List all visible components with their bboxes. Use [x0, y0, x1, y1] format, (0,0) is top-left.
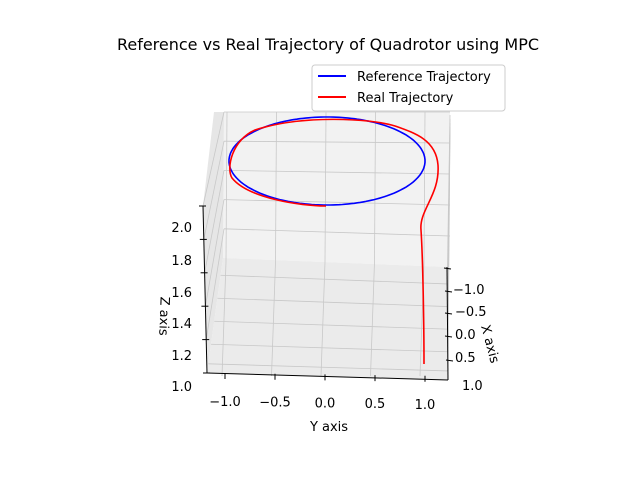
x-ticks: −1.0 −0.5 0.0 0.5 1.0	[443, 267, 487, 394]
grid-line-back-z-0	[223, 228, 451, 237]
z-tick-label-4: 1.8	[171, 254, 192, 269]
legend-label-reference: Reference Trajectory	[357, 70, 491, 85]
z-axis-label: Z axis	[155, 296, 171, 336]
grid-line-wall-x-4	[447, 130, 451, 371]
legend-label-real: Real Trajectory	[357, 91, 454, 106]
z-tick-label-2: 1.4	[171, 317, 192, 332]
grid-line-back-y-1	[275, 111, 277, 263]
grid-line-floor-x-0	[220, 274, 448, 285]
series-line-reference	[228, 116, 426, 206]
z-tick-label-1: 1.2	[171, 349, 192, 364]
y-axis-label: Y axis	[309, 420, 348, 435]
grid-line-floor-x-2	[214, 320, 448, 330]
x-tick-label-4: 1.0	[462, 379, 483, 394]
x-tick-mark-1	[444, 290, 453, 293]
x-tick-mark-2	[444, 312, 453, 315]
z-axis-line	[202, 205, 208, 374]
x-tick-label-1: −0.5	[455, 305, 487, 320]
x-axis-label: X axis	[477, 323, 502, 365]
x-tick-mark-3	[444, 335, 453, 338]
z-tick-label-3: 1.6	[171, 286, 192, 301]
x-tick-label-0: −1.0	[453, 283, 485, 298]
y-ticks: −1.0 −0.5 0.0 0.5 1.0	[209, 373, 435, 413]
grid-line-side-z-2	[204, 170, 225, 273]
grid-line-side-z-1	[205, 199, 225, 307]
grid-line-floor-y-2	[320, 261, 326, 377]
y-tick-label-4: 1.0	[415, 398, 436, 413]
chart-title: Reference vs Real Trajectory of Quadroto…	[117, 35, 539, 54]
series-group	[228, 116, 439, 365]
x-tick-label-2: 0.0	[455, 328, 476, 343]
legend: Reference Trajectory Real Trajectory	[311, 64, 506, 112]
grid-line-back-y-4	[423, 111, 426, 263]
y-axis-line	[206, 372, 449, 381]
axes-panes	[203, 112, 450, 380]
grid-line-back-y-2	[324, 111, 327, 263]
grid-line-back-z-2	[223, 170, 451, 175]
z-tick-label-5: 2.0	[171, 221, 192, 236]
grid-line-side-z-3	[203, 141, 225, 240]
x-axis-line	[446, 266, 449, 381]
y-tick-label-1: −0.5	[259, 396, 291, 411]
grid-line-floor-y-1	[271, 261, 276, 377]
grid-line-back-z-1	[223, 199, 451, 206]
legend-box	[311, 64, 506, 112]
x-tick-mark-0	[443, 267, 452, 270]
y-tick-label-3: 0.5	[365, 397, 386, 412]
axis-lines	[202, 205, 449, 381]
grid-line-floor-x-4	[208, 363, 448, 372]
y-tick-label-2: 0.0	[315, 396, 336, 411]
back-wall-pane	[223, 112, 450, 267]
series-line-real	[229, 118, 439, 365]
grid-line-back-z-3	[223, 140, 451, 144]
grid-line-back-y-3	[374, 111, 376, 263]
y-tick-label-0: −1.0	[209, 395, 241, 410]
z-tick-label-0: 1.0	[171, 380, 192, 395]
grid-line-back-y-0	[225, 111, 228, 263]
left-wall-pane	[203, 112, 224, 373]
z-ticks: 1.0 1.2 1.4 1.6 1.8 2.0	[171, 205, 210, 395]
x-tick-label-3: 0.5	[455, 351, 476, 366]
grid-line-floor-x-3	[210, 343, 448, 353]
grid-line-side-z-4	[202, 111, 225, 207]
x-tick-mark-4	[445, 359, 454, 362]
grid-line-floor-x-1	[217, 297, 448, 307]
grid-line-side-z-0	[205, 228, 225, 340]
grid-line-floor-y-0	[221, 261, 227, 377]
